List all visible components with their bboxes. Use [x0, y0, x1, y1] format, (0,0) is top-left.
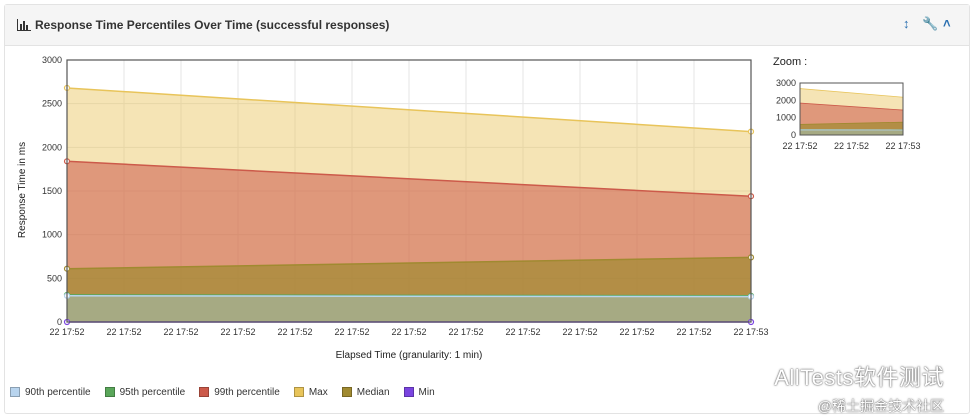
zoom-x-tick-label: 22 17:53: [885, 141, 920, 151]
zoom-y-tick-label: 2000: [776, 95, 796, 105]
watermark-subtitle: @稀土掘金技术社区: [817, 398, 944, 414]
x-tick-label: 22 17:52: [163, 327, 198, 337]
legend-item[interactable]: 90th percentile: [10, 387, 91, 398]
series-line-median: [66, 256, 752, 270]
zoom-label: Zoom :: [773, 56, 807, 68]
zoom-x-tick-label: 22 17:52: [782, 141, 817, 151]
chevron-up-icon[interactable]: ˄: [943, 16, 951, 31]
area-median: [67, 257, 751, 322]
legend-swatch: [104, 387, 115, 397]
legend-item[interactable]: 99th percentile: [199, 387, 280, 398]
legend-label: Median: [356, 386, 390, 398]
axis-layer: 22 17:52 22 17:52 22 17:52 22 17:52 22 17:52…: [42, 55, 769, 337]
zoom-y-tick-label: 3000: [776, 78, 796, 88]
area-90th-percentile: [67, 295, 751, 322]
series-line-95th-percentile: [66, 294, 752, 297]
x-axis-label: Elapsed Time (granularity: 1 min): [336, 350, 483, 361]
x-tick-label: 22 17:52: [676, 327, 711, 337]
legend-label: Min: [418, 386, 435, 398]
x-tick-label: 22 17:52: [562, 327, 597, 337]
legend-item[interactable]: Min: [403, 386, 435, 398]
legend-label: 95th percentile: [119, 386, 186, 398]
y-tick-label: 1000: [42, 230, 62, 240]
panel-title: Response Time Percentiles Over Time (suc…: [35, 18, 390, 32]
wrench-icon[interactable]: 🔧: [922, 16, 939, 31]
x-tick-label: 22 17:53: [733, 327, 768, 337]
y-tick-label: 1500: [42, 186, 62, 196]
series-line-90th-percentile: [66, 295, 752, 298]
x-tick-label: 22 17:52: [505, 327, 540, 337]
legend-swatch: [199, 387, 210, 397]
zoom-area: [799, 129, 904, 136]
legend-swatch: [403, 387, 414, 397]
watermark: AllTests软件测试 @稀土掘金技术社区: [774, 360, 944, 416]
legend-item[interactable]: Median: [341, 386, 390, 398]
legend-item[interactable]: 95th percentile: [104, 386, 186, 398]
watermark-title: AllTests软件测试: [774, 365, 944, 390]
zoom-chart[interactable]: 0 1000 2000 3000 22 17:52 22 17:52 22 17:53: [776, 78, 921, 151]
x-tick-label: 22 17:52: [619, 327, 654, 337]
zoom-y-tick-label: 0: [791, 130, 796, 140]
legend-item[interactable]: Max: [293, 386, 328, 398]
legend-label: Max: [308, 386, 328, 398]
legend-label: 90th percentile: [25, 386, 91, 398]
bar-chart-icon: [17, 19, 31, 31]
plot-border: [66, 59, 752, 323]
y-tick-label: 2500: [42, 99, 62, 109]
y-tick-label: 0: [57, 317, 62, 327]
y-tick-label: 3000: [42, 55, 62, 65]
y-tick-label: 500: [47, 273, 62, 283]
y-tick-label: 2000: [42, 142, 62, 152]
vertical-arrows-icon[interactable]: ↕: [903, 16, 910, 31]
x-tick-label: 22 17:52: [448, 327, 483, 337]
legend-swatch: [341, 387, 352, 397]
x-tick-label: 22 17:52: [334, 327, 369, 337]
zoom-border: [799, 82, 904, 136]
area-95th-percentile: [67, 294, 751, 322]
x-tick-label: 22 17:52: [277, 327, 312, 337]
zoom-y-tick-label: 1000: [776, 113, 796, 123]
legend-swatch: [10, 387, 20, 397]
x-tick-label: 22 17:52: [391, 327, 426, 337]
x-tick-label: 22 17:52: [49, 327, 84, 337]
x-tick-label: 22 17:52: [220, 327, 255, 337]
series-line-99th-percentile: [66, 160, 752, 197]
y-axis-label: Response Time in ms: [17, 142, 28, 238]
zoom-x-tick-label: 22 17:52: [834, 141, 869, 151]
chart-legend: 90th percentile 95th percentile 99th perce…: [10, 381, 449, 403]
panel-header: Response Time Percentiles Over Time (suc…: [5, 5, 969, 46]
area-layer: [66, 87, 752, 323]
x-tick-label: 22 17:52: [106, 327, 141, 337]
legend-label: 99th percentile: [214, 386, 280, 398]
series-line-max: [66, 87, 752, 133]
legend-swatch: [293, 387, 304, 397]
